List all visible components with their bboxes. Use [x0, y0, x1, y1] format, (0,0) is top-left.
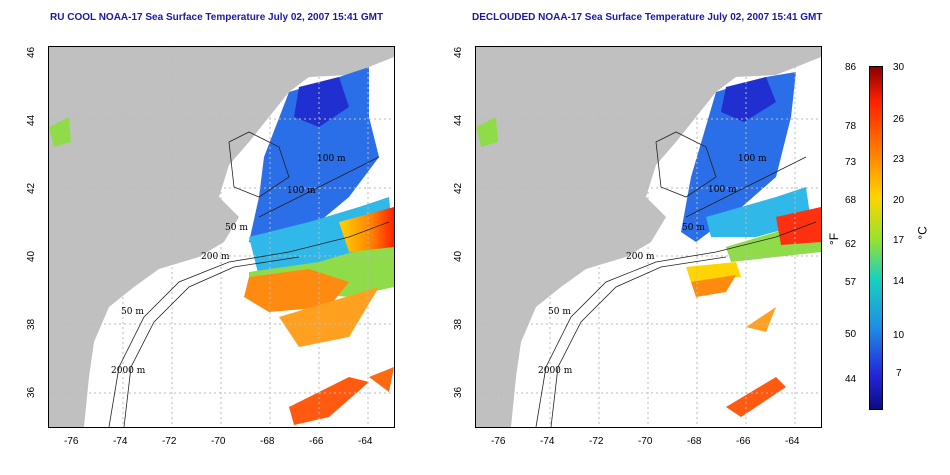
right-sst-map: 100 m 100 m 50 m 200 m 50 m 2000 m — [475, 46, 822, 428]
contour-label: 50 m — [548, 307, 571, 317]
y-tick-label: 46 — [453, 46, 464, 58]
colorbar-celsius-label: 17 — [893, 235, 905, 246]
colorbar-celsius-label: 20 — [893, 195, 905, 206]
fahrenheit-unit-label: °F — [827, 232, 842, 246]
celsius-unit-label: °C — [915, 226, 930, 240]
x-tick-label: -66 — [309, 436, 324, 447]
contour-label: 50 m — [121, 307, 144, 317]
contour-label: 200 m — [201, 252, 230, 262]
y-tick-label: 40 — [453, 250, 464, 262]
contour-label: 100 m — [738, 154, 767, 164]
colorbar-fahrenheit-label: 68 — [845, 195, 857, 206]
colorbar-celsius-label: 30 — [893, 62, 905, 73]
y-tick-label: 44 — [26, 114, 37, 126]
temperature-colorbar — [869, 66, 883, 410]
y-tick-label: 36 — [26, 386, 37, 398]
right-map-title: DECLOUDED NOAA-17 Sea Surface Temperatur… — [472, 12, 823, 23]
contour-label: 200 m — [626, 252, 655, 262]
x-tick-label: -74 — [540, 436, 555, 447]
y-tick-label: 36 — [453, 386, 464, 398]
x-tick-label: -70 — [211, 436, 226, 447]
y-tick-label: 46 — [26, 46, 37, 58]
y-tick-label: 40 — [26, 250, 37, 262]
colorbar-celsius-label: 26 — [893, 114, 905, 125]
colorbar-fahrenheit-label: 57 — [845, 277, 857, 288]
colorbar-celsius-label: 23 — [893, 154, 905, 165]
contour-label: 50 m — [225, 223, 248, 233]
x-tick-label: -68 — [260, 436, 275, 447]
right-map-image: 100 m 100 m 50 m 200 m 50 m 2000 m — [476, 47, 821, 427]
y-tick-label: 38 — [26, 318, 37, 330]
y-tick-label: 42 — [26, 182, 37, 194]
left-map-image: 100 m 100 m 50 m 200 m 50 m 2000 m — [49, 47, 394, 427]
x-tick-label: -76 — [64, 436, 79, 447]
x-tick-label: -66 — [736, 436, 751, 447]
colorbar-celsius-label: 7 — [896, 368, 902, 379]
x-tick-label: -70 — [638, 436, 653, 447]
colorbar-fahrenheit-label: 50 — [845, 329, 857, 340]
colorbar-fahrenheit-label: 62 — [845, 239, 857, 250]
colorbar-celsius-label: 14 — [893, 276, 905, 287]
y-tick-label: 44 — [453, 114, 464, 126]
x-tick-label: -72 — [589, 436, 604, 447]
contour-label: 100 m — [708, 185, 737, 195]
y-tick-label: 38 — [453, 318, 464, 330]
left-map-title: RU COOL NOAA-17 Sea Surface Temperature … — [50, 12, 384, 23]
contour-label: 50 m — [682, 223, 705, 233]
contour-label: 100 m — [317, 154, 346, 164]
x-tick-label: -74 — [113, 436, 128, 447]
colorbar-fahrenheit-label: 44 — [845, 374, 857, 385]
x-tick-label: -64 — [358, 436, 373, 447]
contour-label: 2000 m — [111, 366, 146, 376]
colorbar-fahrenheit-label: 78 — [845, 121, 857, 132]
y-tick-label: 42 — [453, 182, 464, 194]
colorbar-fahrenheit-label: 73 — [845, 157, 857, 168]
cold-water — [681, 72, 796, 242]
x-tick-label: -68 — [687, 436, 702, 447]
left-sst-map: 100 m 100 m 50 m 200 m 50 m 2000 m — [48, 46, 395, 428]
x-tick-label: -76 — [491, 436, 506, 447]
x-tick-label: -64 — [785, 436, 800, 447]
contour-label: 2000 m — [538, 366, 573, 376]
colorbar-celsius-label: 10 — [893, 330, 905, 341]
contour-label: 100 m — [287, 186, 316, 196]
x-tick-label: -72 — [162, 436, 177, 447]
colorbar-fahrenheit-label: 86 — [845, 62, 857, 73]
cold-water — [249, 67, 379, 247]
